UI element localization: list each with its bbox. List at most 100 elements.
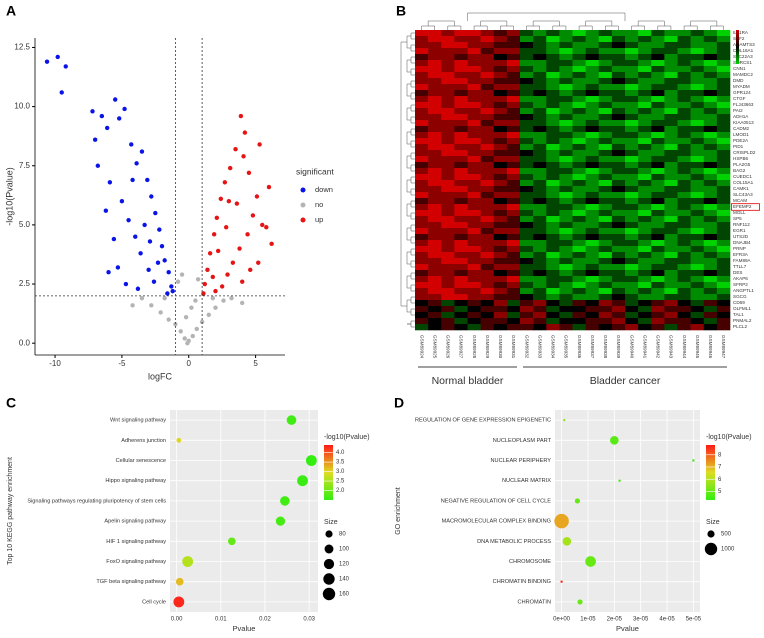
heatmap-cell [651,60,665,67]
heatmap-cell [625,228,639,235]
heatmap-cell [703,300,718,307]
heatmap-cell [454,282,468,289]
heatmap-cell [428,198,442,205]
heatmap-cell [716,258,731,265]
heatmap-cell [716,288,731,295]
point [159,243,165,249]
heatmap-cell [638,186,652,193]
heatmap-cell [625,210,639,217]
heatmap-cell [546,36,560,43]
heatmap-cell [716,102,731,109]
heatmap-cell [598,54,613,61]
heatmap-cell [690,54,705,61]
heatmap-cell [638,72,652,79]
heatmap-cell [598,186,613,193]
heatmap-cell [454,198,468,205]
heatmap-cell [493,108,508,115]
heatmap-cell [585,192,600,199]
dot [618,479,621,482]
heatmap-cell [677,174,691,181]
heatmap-cell [611,186,626,193]
heatmap-cell [598,210,613,217]
heatmap-cell [585,72,600,79]
heatmap-cell [454,144,468,151]
heatmap-cell [651,192,665,199]
heatmap-cell [664,132,678,139]
heatmap-cell [664,84,678,91]
point [202,281,207,287]
heatmap-cell [520,66,534,73]
row-label: PID1 [733,144,744,149]
heatmap-cell [703,66,718,73]
heatmap-cell [506,36,521,43]
heatmap-cell [520,216,534,223]
heatmap-cell [611,48,626,55]
heatmap-cell [690,300,705,307]
heatmap-cell [428,312,442,319]
heatmap-cell [638,90,652,97]
heatmap-cell [625,144,639,151]
panel-label: B [396,3,406,19]
row-label: MYADM [733,84,750,89]
point [223,225,229,230]
heatmap-cell [664,312,678,319]
heatmap-cell [559,204,573,211]
heatmap-cell [598,144,613,151]
heatmap-cell [716,126,731,133]
heatmap-cell [546,192,560,199]
heatmap-cell [480,150,495,157]
heatmap-cell [677,108,691,115]
color-bar-label: 6 [718,477,722,483]
heatmap-cell [651,126,665,133]
heatmap-cell [520,282,534,289]
heatmap-cell [454,78,468,85]
heatmap-cell [415,318,429,325]
heatmap-cell [585,288,600,295]
heatmap-cell [441,114,455,121]
size-key [325,530,333,538]
point [250,213,256,218]
heatmap-cell [480,258,495,265]
heatmap-cell [703,144,718,151]
heatmap-cell [533,288,547,295]
heatmap-cell [572,252,586,259]
heatmap-cell [585,126,600,133]
x-tick-label: 3e-05 [633,617,649,623]
x-tick-label: 0.00 [171,617,183,623]
heatmap-cell [480,84,495,91]
point [133,234,138,239]
heatmap-cell [441,174,455,181]
heatmap-cell [716,318,731,325]
heatmap-cell [467,180,481,187]
heatmap-cell [533,216,547,223]
heatmap-cell [716,282,731,289]
heatmap-cell [664,264,678,271]
heatmap-cell [716,300,731,307]
row-label: EGR1 [733,228,746,233]
point [119,199,125,204]
heatmap-cell [611,114,626,121]
heatmap-cell [625,318,639,325]
heatmap-cell [533,168,547,175]
heatmap-cell [572,246,586,253]
point [169,284,174,289]
heatmap-cell [690,306,705,313]
heatmap-cell [611,138,626,145]
panel-label: A [6,3,16,19]
y-axis-title: -log10(Pvalue) [4,167,14,226]
heatmap-cell [585,90,600,97]
heatmap-cell [480,186,495,193]
dot [228,537,236,546]
heatmap-cell [638,144,652,151]
heatmap-cell [677,198,691,205]
heatmap-cell [493,204,508,211]
y-axis-title: Top 10 KEGG pathway enrichment [7,457,14,565]
heatmap-cell [415,258,429,265]
heatmap-cell [703,258,718,265]
point [122,106,127,112]
heatmap-cell [520,246,534,253]
heatmap-cell [651,294,665,301]
heatmap-cell [480,30,495,37]
heatmap-cell [585,240,600,247]
